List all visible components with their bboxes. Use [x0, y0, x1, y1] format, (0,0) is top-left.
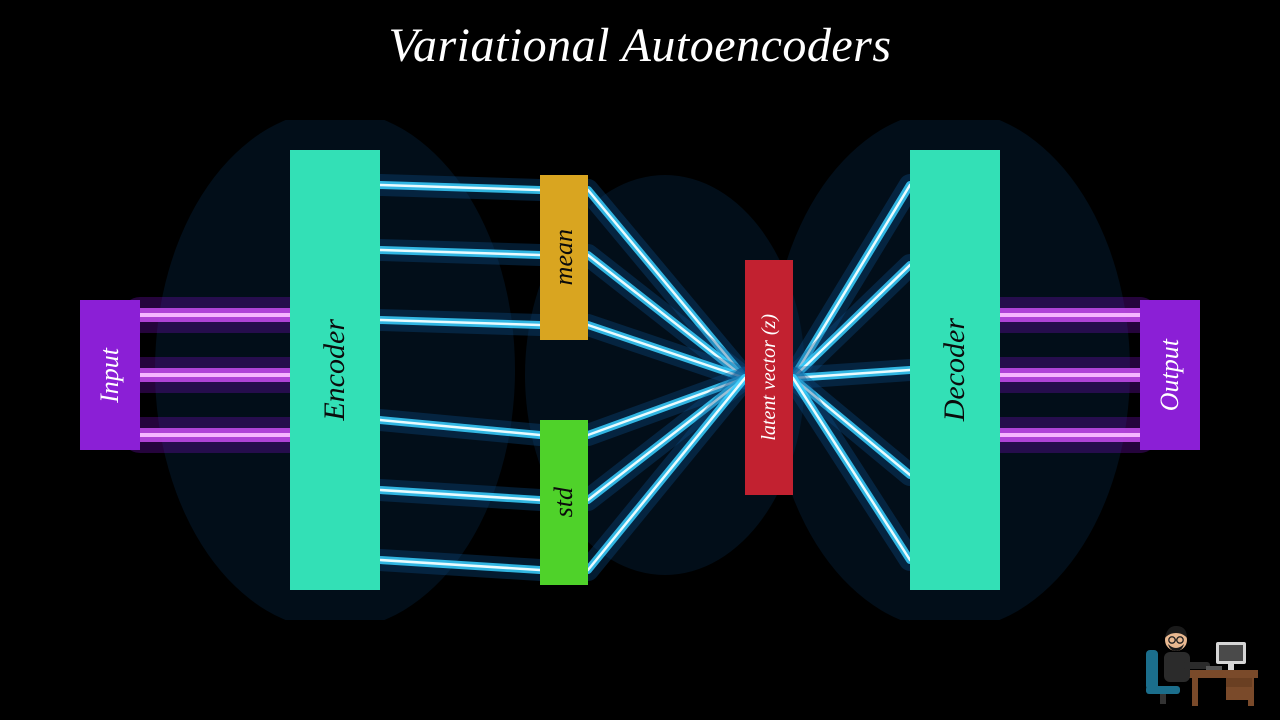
- latent-label: latent vector (z): [758, 314, 781, 441]
- latent-block: latent vector (z): [745, 260, 793, 495]
- input-block: Input: [80, 300, 140, 450]
- diagram-stage: Input Encoder mean std latent vector (z) Deco…: [80, 120, 1200, 620]
- diagram-title: Variational Autoencoders: [0, 18, 1280, 73]
- presenter-avatar: [1130, 608, 1260, 708]
- std-block: std: [540, 420, 588, 585]
- connection-lines: [80, 120, 1200, 620]
- decoder-label: Decoder: [938, 318, 972, 421]
- decoder-block: Decoder: [910, 150, 1000, 590]
- output-label: Output: [1155, 339, 1185, 411]
- output-block: Output: [1140, 300, 1200, 450]
- input-label: Input: [95, 348, 125, 403]
- std-label: std: [549, 487, 579, 517]
- encoder-label: Encoder: [318, 319, 352, 421]
- encoder-block: Encoder: [290, 150, 380, 590]
- mean-block: mean: [540, 175, 588, 340]
- mean-label: mean: [549, 229, 579, 285]
